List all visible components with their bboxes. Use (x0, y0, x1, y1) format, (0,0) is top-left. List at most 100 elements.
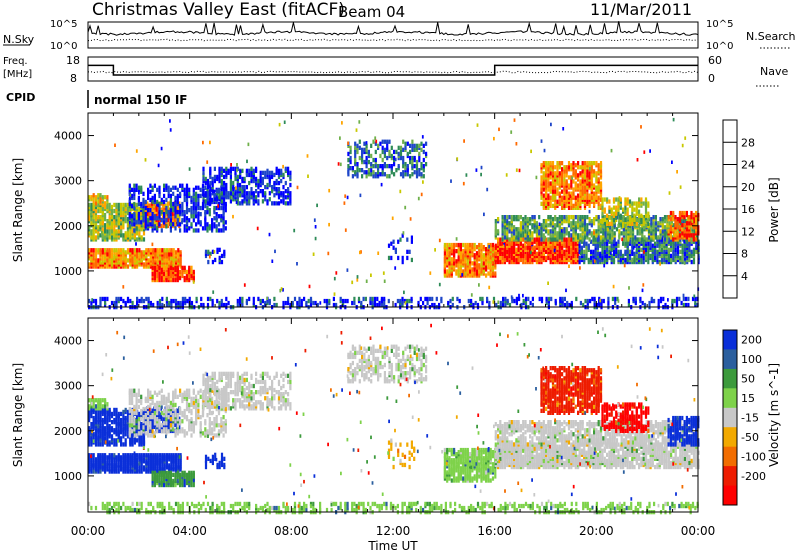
power-cell (513, 225, 516, 230)
power-cell (625, 237, 628, 242)
power-cell (104, 223, 107, 228)
power-cell (248, 168, 251, 173)
power-cell (513, 235, 516, 240)
power-cell (361, 168, 364, 173)
power-cell (115, 202, 118, 208)
power-cell (688, 253, 691, 259)
power-cell (529, 239, 532, 244)
power-cell (159, 223, 163, 229)
power-cell (185, 216, 189, 221)
power-cell (397, 239, 400, 244)
power-cell (359, 250, 361, 255)
power-cell (526, 227, 529, 232)
power-cell (151, 199, 154, 205)
power-cell (252, 191, 255, 196)
power-cell (230, 163, 232, 167)
power-cell (168, 248, 171, 253)
power-cell (158, 302, 162, 308)
power-cell (643, 215, 646, 220)
power-cell (99, 260, 102, 265)
power-cell (538, 225, 541, 230)
power-cell (601, 223, 604, 229)
power-cell (540, 179, 543, 184)
power-cell (683, 215, 686, 220)
power-cell (236, 201, 239, 206)
power-cell (370, 153, 373, 159)
power-cell (213, 189, 216, 194)
power-cell (161, 302, 164, 308)
power-cell (404, 205, 407, 210)
power-cell (631, 215, 635, 220)
power-cell (209, 251, 212, 256)
power-cell (128, 183, 131, 188)
power-cell (303, 296, 306, 302)
power-cell (133, 264, 136, 269)
power-cell (642, 251, 645, 256)
power-cell (289, 182, 292, 188)
power-cell (397, 255, 400, 261)
power-cell (654, 241, 657, 246)
power-cell (528, 231, 530, 236)
power-cell (626, 207, 629, 212)
power-cell (597, 205, 600, 210)
power-cell (524, 296, 528, 302)
power-cell (549, 199, 552, 204)
power-cell (584, 298, 587, 304)
power-cell (106, 264, 109, 269)
power-cell (572, 187, 575, 192)
power-cell (104, 248, 107, 253)
power-cell (515, 296, 518, 302)
power-cell (603, 207, 606, 212)
power-cell (220, 166, 223, 171)
power-cell (190, 269, 193, 275)
power-cell (97, 258, 100, 263)
power-cell (622, 215, 625, 220)
power-cell (145, 262, 148, 267)
power-cell (104, 195, 107, 200)
power-cell (418, 157, 421, 163)
power-cell (425, 162, 428, 167)
power-cell (561, 189, 564, 194)
power-cell (163, 193, 166, 199)
power-cell (280, 199, 283, 204)
power-cell (122, 206, 125, 212)
power-cell (446, 253, 449, 258)
power-cell (399, 155, 403, 161)
power-cell (695, 217, 698, 222)
power-cell (608, 221, 611, 226)
power-cell (680, 300, 683, 306)
power-cell (163, 212, 166, 217)
power-cell (90, 210, 93, 216)
power-cell (627, 302, 630, 308)
power-cell (169, 265, 172, 270)
power-cell (387, 243, 391, 248)
power-cell (197, 205, 200, 211)
power-cell (554, 189, 557, 194)
power-cell (597, 201, 600, 206)
power-cell (399, 172, 403, 177)
power-cell (515, 215, 518, 220)
power-cell (505, 173, 508, 177)
power-cell (466, 261, 469, 266)
power-cell (613, 231, 616, 236)
power-cell (399, 145, 403, 150)
power-cell (599, 219, 603, 224)
power-cell (455, 242, 458, 248)
power-cell (99, 221, 102, 226)
power-cell (643, 150, 646, 154)
power-cell (638, 203, 641, 208)
power-cell (519, 239, 522, 244)
power-cell (208, 208, 211, 213)
y-tick-label: 2000 (54, 220, 82, 233)
power-cell (487, 251, 490, 256)
power-cell (261, 189, 264, 194)
power-cell (92, 202, 95, 208)
power-cell (115, 302, 118, 308)
power-cell (478, 251, 481, 256)
power-cell (485, 273, 488, 278)
power-cell (510, 227, 513, 232)
power-cell (195, 296, 198, 302)
power-cell (209, 296, 212, 302)
power-cell (411, 172, 414, 177)
power-cell (586, 215, 589, 220)
